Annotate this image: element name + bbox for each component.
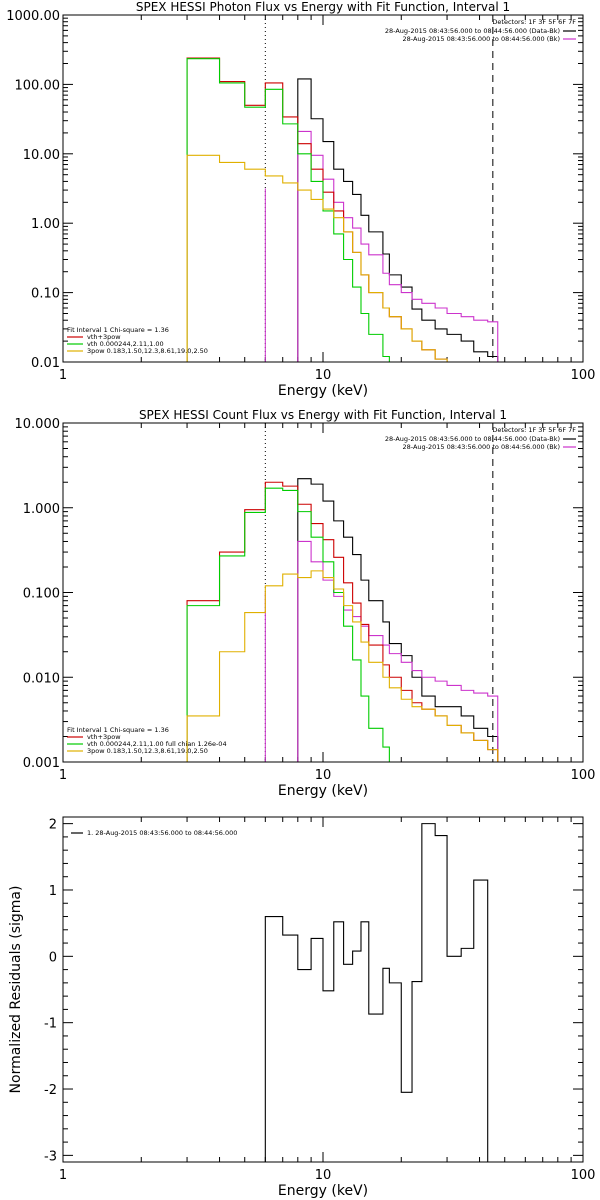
legend-entry: 1. 28-Aug-2015 08:43:56.000 to 08:44:56.… <box>87 829 237 837</box>
y-tick-label: 0.01 <box>31 356 60 371</box>
x-axis-label: Energy (keV) <box>278 783 368 799</box>
series-1-step-line <box>297 78 499 362</box>
plot-frame <box>62 14 584 363</box>
fit-legend-header: Fit Interval 1 Chi-square = 1.36 <box>67 726 169 734</box>
legend-entry: 28-Aug-2015 08:43:56.000 to 08:44:56.000… <box>403 35 560 43</box>
y-tick-label: 100.00 <box>15 78 61 93</box>
legend-detectors: Detectors: 1F 3F 5F 6F 7F <box>492 18 576 26</box>
x-tick-label: 1 <box>59 768 67 783</box>
x-axis-label: Energy (keV) <box>278 383 368 399</box>
x-tick-label: 100 <box>571 1168 596 1183</box>
series-5-step-line <box>186 154 474 363</box>
x-tick-label: 1 <box>59 368 67 383</box>
chart-panel-2: SPEX HESSI Count Flux vs Energy with Fit… <box>15 408 596 799</box>
y-tick-label: -1 <box>44 1017 57 1032</box>
legend-detectors: Detectors: 1F 3F 5F 6F 7F <box>492 426 576 434</box>
series-4-step-line <box>186 58 402 363</box>
x-tick-label: 1 <box>59 1168 67 1183</box>
y-tick-label: 1.000 <box>23 502 60 517</box>
fit-legend-header: Fit Interval 1 Chi-square = 1.36 <box>67 326 169 334</box>
y-tick-label: -2 <box>44 1083 57 1098</box>
x-tick-label: 10 <box>315 368 332 383</box>
y-axis-label: Normalized Residuals (sigma) <box>8 886 24 1094</box>
y-tick-label: 0.010 <box>23 671 60 686</box>
x-tick-label: 10 <box>315 768 332 783</box>
x-tick-label: 10 <box>315 1168 332 1183</box>
x-axis-label: Energy (keV) <box>278 1183 368 1199</box>
series-3-step-line <box>186 57 474 363</box>
y-tick-label: 0.001 <box>23 756 60 771</box>
series-3-step-line <box>186 481 499 762</box>
series-5-step-line <box>186 570 499 762</box>
fit-legend-entry: 3pow 0.183,1.50,12.3,8.61,19.0,2.50 <box>87 347 208 355</box>
plot-frame <box>62 422 584 763</box>
y-tick-label: 0 <box>49 950 57 965</box>
y-tick-label: 2 <box>49 818 57 833</box>
y-tick-label: 1 <box>49 884 57 899</box>
chart-title: SPEX HESSI Photon Flux vs Energy with Fi… <box>136 0 510 14</box>
y-tick-label: 0.10 <box>31 287 60 302</box>
fit-legend-entry: vth 0.000244,2.11,1.00 full chian 1.26e-… <box>87 740 227 748</box>
y-tick-label: -3 <box>44 1149 57 1164</box>
series-2-step-line <box>297 130 499 362</box>
x-tick-label: 100 <box>571 768 596 783</box>
y-tick-label: 10.00 <box>23 148 60 163</box>
fit-legend-entry: vth+3pow <box>87 333 121 341</box>
y-tick-label: 1000.00 <box>6 9 60 24</box>
y-axis <box>63 823 583 1156</box>
fit-legend-entry: vth+3pow <box>87 733 121 741</box>
legend-entry: 28-Aug-2015 08:43:56.000 to 08:44:56.000… <box>385 27 560 35</box>
fit-legend-entry: 3pow 0.183,1.50,12.3,8.61,19.0,2.50 <box>87 747 208 755</box>
y-tick-label: 0.100 <box>23 587 60 602</box>
legend-entry: 28-Aug-2015 08:43:56.000 to 08:44:56.000… <box>403 443 560 451</box>
chart-panel-3: 1 10 100 Energy (keV) -3 -2 -1 0 1 2 Normalized Re… <box>8 816 596 1199</box>
y-tick-label: 1.00 <box>31 217 60 232</box>
series-4-step-line <box>186 487 402 763</box>
series-1-step-line <box>264 823 498 1163</box>
y-tick-label: 10.000 <box>15 417 61 432</box>
fit-legend-entry: vth 0.000244,2.11,1.00 <box>87 340 164 348</box>
x-tick-label: 100 <box>571 368 596 383</box>
series-2-step-line <box>297 540 499 762</box>
series-1-step-line <box>297 478 499 762</box>
x-axis <box>62 423 584 762</box>
y-axis <box>63 422 583 763</box>
chart-title: SPEX HESSI Count Flux vs Energy with Fit… <box>139 408 507 422</box>
legend-entry: 28-Aug-2015 08:43:56.000 to 08:44:56.000… <box>385 435 560 443</box>
chart-panel-1: SPEX HESSI Photon Flux vs Energy with Fi… <box>6 0 595 399</box>
plot-frame <box>62 816 584 1163</box>
